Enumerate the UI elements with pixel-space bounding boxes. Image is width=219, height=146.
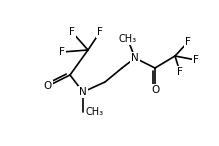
Text: O: O	[44, 81, 52, 91]
Text: N: N	[79, 87, 87, 97]
Text: F: F	[185, 37, 191, 47]
Text: CH₃: CH₃	[119, 34, 137, 44]
Text: F: F	[177, 67, 183, 77]
Text: O: O	[151, 85, 159, 95]
Text: F: F	[59, 47, 65, 57]
Text: N: N	[131, 53, 139, 63]
Text: CH₃: CH₃	[85, 107, 103, 117]
Text: F: F	[97, 27, 103, 37]
Text: F: F	[69, 27, 75, 37]
Text: F: F	[193, 55, 199, 65]
